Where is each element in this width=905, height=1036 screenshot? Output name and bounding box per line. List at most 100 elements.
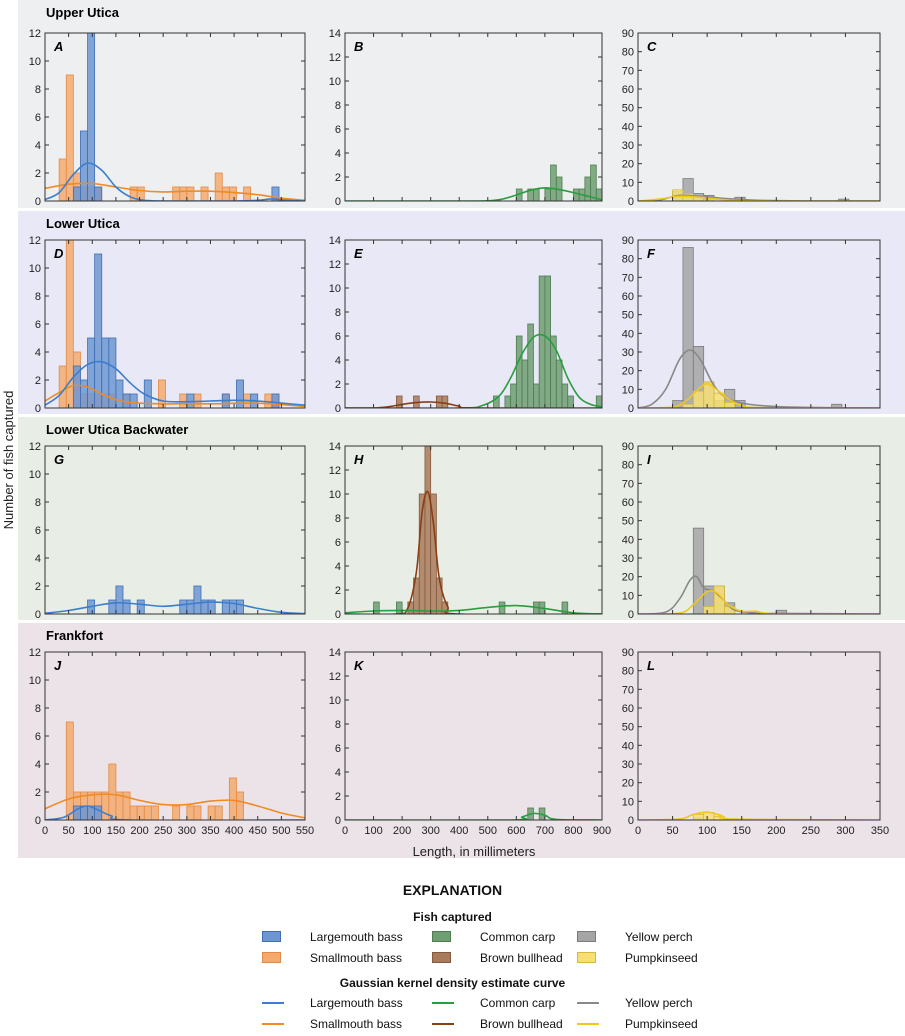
y-tick-label: 8 — [35, 497, 41, 509]
y-tick-label: 8 — [335, 307, 341, 319]
bar — [682, 247, 694, 408]
x-tick-label: 150 — [733, 825, 751, 837]
x-tick-label: 500 — [272, 825, 290, 837]
bar — [424, 446, 432, 614]
y-axis-title: Number of fish captured — [1, 391, 16, 530]
y-tick-label: 20 — [622, 572, 634, 584]
y-tick-label: 90 — [622, 647, 634, 659]
panel-G: 0 2 4 6 8 10 12 G — [29, 441, 306, 621]
series-smallmouth_bass — [58, 74, 252, 201]
y-tick-label: 4 — [335, 148, 341, 160]
y-tick-label: 70 — [622, 272, 634, 284]
y-tick-label: 12 — [329, 671, 341, 683]
y-tick-label: 12 — [29, 441, 41, 453]
bar — [136, 186, 145, 201]
x-tick-label: 350 — [201, 825, 219, 837]
legend-label: Largemouth bass — [310, 930, 403, 944]
x-tick-label: 400 — [450, 825, 468, 837]
y-tick-label: 8 — [35, 84, 41, 96]
x-tick-label: 600 — [507, 825, 525, 837]
y-tick-label: 2 — [335, 379, 341, 391]
bar — [692, 814, 705, 820]
kde-curve-largemouth_bass — [45, 162, 305, 201]
x-tick-label: 400 — [225, 825, 243, 837]
y-tick-label: 30 — [622, 759, 634, 771]
bar — [65, 721, 74, 820]
y-tick-label: 0 — [628, 609, 634, 621]
bar — [504, 395, 512, 408]
panel-letter: K — [354, 658, 365, 673]
y-tick-label: 90 — [622, 235, 634, 247]
y-tick-label: 10 — [29, 263, 41, 275]
bar — [515, 335, 523, 408]
y-tick-label: 30 — [622, 553, 634, 565]
bar — [228, 777, 237, 820]
panel-B: 0 2 4 6 8 10 12 14 B — [329, 28, 603, 208]
bar — [172, 805, 181, 820]
x-tick-label: 900 — [593, 825, 611, 837]
legend-label: Smallmouth bass — [310, 1017, 403, 1031]
y-tick-label: 6 — [335, 331, 341, 343]
bar — [538, 275, 546, 408]
bar — [150, 805, 159, 820]
y-tick-label: 80 — [622, 47, 634, 59]
kde-curve-common_carp — [345, 333, 602, 408]
x-tick-label: 250 — [802, 825, 820, 837]
bar — [115, 585, 124, 614]
y-tick-label: 8 — [335, 100, 341, 112]
y-tick-label: 10 — [329, 283, 341, 295]
y-tick-label: 4 — [35, 759, 41, 771]
bar — [561, 601, 569, 614]
y-tick-label: 40 — [622, 121, 634, 133]
bar — [498, 601, 506, 614]
bar — [65, 240, 74, 408]
bar — [179, 599, 188, 614]
kde-curve-largemouth_bass — [45, 360, 305, 406]
bar — [72, 365, 81, 408]
y-tick-label: 2 — [35, 787, 41, 799]
bar — [527, 323, 534, 408]
y-tick-label: 2 — [335, 791, 341, 803]
y-tick-label: 10 — [329, 489, 341, 501]
y-tick-label: 70 — [622, 684, 634, 696]
bar — [521, 359, 529, 408]
y-tick-label: 50 — [622, 103, 634, 115]
y-tick-label: 6 — [35, 319, 41, 331]
plot-frame — [344, 239, 603, 409]
y-tick-label: 14 — [329, 28, 341, 40]
y-tick-label: 10 — [329, 76, 341, 88]
legend-label: Largemouth bass — [310, 996, 403, 1010]
panel-K: 0 2 4 6 8 10 12 14 0 100 200 300 400 500 600 700 800 900 K — [329, 647, 611, 837]
bar — [186, 186, 195, 201]
bar — [544, 188, 552, 201]
bar — [271, 186, 280, 201]
bar — [555, 359, 563, 408]
bar — [58, 158, 67, 201]
legend-swatch — [262, 931, 281, 942]
bar — [236, 379, 244, 408]
x-tick-label: 300 — [836, 825, 854, 837]
bar — [441, 395, 449, 408]
series-largemouth_bass — [72, 33, 280, 201]
bar — [129, 805, 138, 820]
panel-F: 0 10 20 30 40 50 60 70 80 90 F — [622, 235, 881, 415]
y-tick-label: 0 — [335, 815, 341, 827]
y-tick-label: 50 — [622, 516, 634, 528]
legend-line — [432, 1002, 454, 1004]
bar — [143, 805, 152, 820]
y-tick-label: 30 — [622, 347, 634, 359]
x-tick-label: 450 — [249, 825, 267, 837]
y-tick-label: 80 — [622, 666, 634, 678]
y-tick-label: 4 — [35, 140, 41, 152]
panel-H: 0 2 4 6 8 10 12 14 H — [329, 441, 603, 621]
y-tick-label: 4 — [335, 355, 341, 367]
legend-label: Brown bullhead — [480, 1017, 563, 1031]
bar — [94, 186, 103, 201]
y-tick-label: 40 — [622, 740, 634, 752]
bar — [373, 601, 380, 614]
bar — [533, 188, 540, 201]
y-tick-label: 0 — [335, 403, 341, 415]
x-tick-label: 50 — [666, 825, 678, 837]
y-tick-label: 10 — [29, 469, 41, 481]
kde-curve-largemouth_bass — [45, 805, 305, 820]
